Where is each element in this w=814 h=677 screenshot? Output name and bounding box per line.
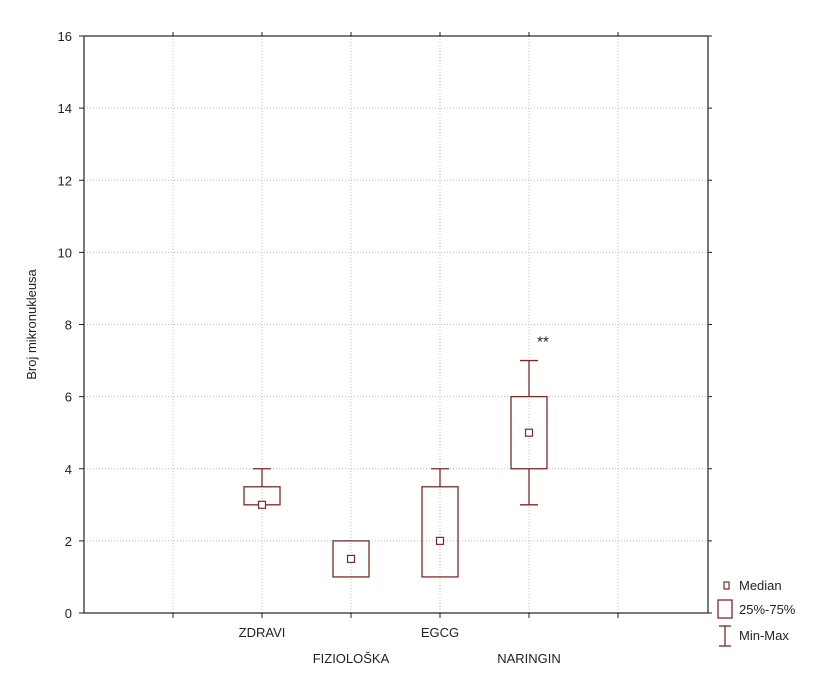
legend-median-symbol [723, 581, 730, 590]
y-tick-label: 16 [58, 29, 72, 44]
median-marker [435, 536, 445, 545]
box-egcg [421, 468, 459, 578]
legend-box-label: 25%-75% [739, 602, 796, 617]
y-tick-label: 8 [65, 318, 72, 333]
legend-box-symbol [717, 599, 733, 619]
y-tick-label: 2 [65, 534, 72, 549]
legend-minmax-label: Min-Max [739, 628, 789, 643]
y-axis-title: Broj mikronukleusa [24, 268, 39, 379]
median-marker [346, 554, 356, 564]
median-marker [524, 428, 534, 437]
legend: Median 25%-75% Min-Max [717, 578, 796, 647]
significance-annotation: ** [537, 334, 549, 351]
y-tick-label: 12 [58, 173, 72, 188]
x-axis-labels: ZDRAVI FIZIOLOŠKA EGCG NARINGIN [239, 625, 561, 666]
iqr-box [332, 540, 370, 578]
y-tick-label: 6 [65, 390, 72, 405]
y-tick-label: 14 [58, 101, 72, 116]
iqr-box [421, 486, 459, 578]
y-tick-label: 0 [65, 606, 72, 621]
y-axis-ticks: 0 2 4 6 8 10 12 14 16 [58, 29, 712, 621]
y-tick-label: 4 [65, 462, 72, 477]
median-marker [257, 500, 267, 509]
legend-median-label: Median [739, 578, 782, 593]
y-tick-label: 10 [58, 245, 72, 260]
box-fiziološka [332, 540, 370, 578]
x-category-label: EGCG [421, 625, 459, 640]
grid-lines [84, 36, 708, 613]
x-category-label: NARINGIN [497, 651, 561, 666]
x-category-label: ZDRAVI [239, 625, 286, 640]
box-naringin: ** [510, 334, 549, 506]
boxes: ** [243, 334, 549, 578]
box-zdravi [243, 468, 281, 509]
x-category-label: FIZIOLOŠKA [313, 651, 390, 666]
iqr-box [510, 395, 548, 470]
